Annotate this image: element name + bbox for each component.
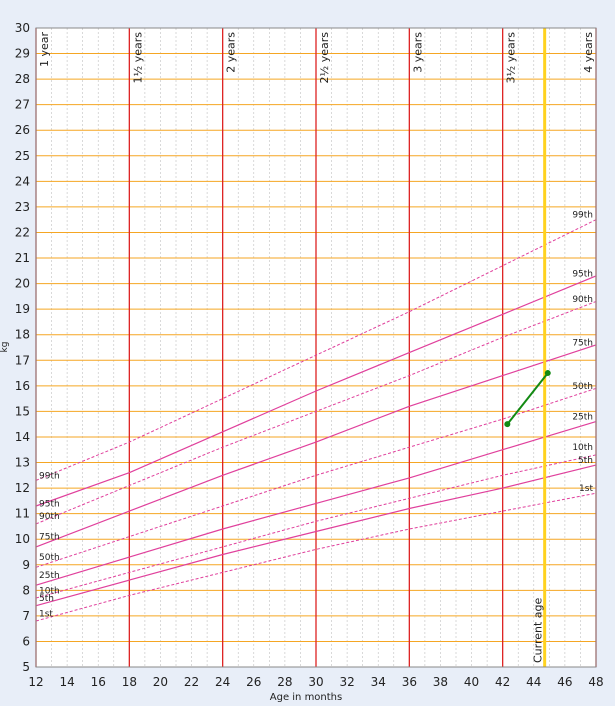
y-tick-label: 27 [15, 98, 30, 112]
y-tick-label: 13 [15, 456, 30, 470]
y-tick-label: 9 [22, 558, 30, 572]
percentile-label-right: 50th [572, 382, 593, 392]
y-tick-label: 25 [15, 149, 30, 163]
percentile-label-right: 95th [572, 269, 593, 279]
year-label: 2½ years [318, 32, 331, 84]
y-tick-label: 6 [22, 634, 30, 648]
y-tick-label: 18 [15, 328, 30, 342]
y-tick-label: 21 [15, 251, 30, 265]
measurement-line [506, 372, 549, 425]
x-tick-label: 48 [588, 675, 603, 689]
y-tick-label: 29 [15, 47, 30, 61]
x-tick-label: 38 [433, 675, 448, 689]
y-axis-label: kg [0, 342, 10, 353]
percentile-label-right: 25th [572, 413, 593, 423]
y-tick-label: 11 [15, 507, 30, 521]
percentile-label-left: 10th [39, 586, 60, 596]
percentile-curve-95th [35, 275, 597, 507]
percentile-label-left: 5th [39, 594, 54, 604]
y-tick-label: 10 [15, 532, 30, 546]
percentile-label-right: 99th [572, 211, 593, 221]
percentile-curve-99th [35, 219, 597, 481]
percentile-curve-5th [35, 464, 597, 607]
x-tick-label: 20 [153, 675, 168, 689]
y-tick-label: 17 [15, 353, 30, 367]
x-tick-label: 40 [464, 675, 479, 689]
percentile-curves [35, 219, 597, 622]
y-tick-label: 16 [15, 379, 30, 393]
percentile-curve-10th [35, 454, 597, 599]
y-tick-label: 24 [15, 174, 30, 188]
x-tick-label: 28 [277, 675, 292, 689]
percentile-label-left: 90th [39, 512, 60, 522]
percentile-labels: 99th95th90th75th50th25th10th5th1st99th95… [39, 211, 593, 620]
percentile-label-left: 75th [39, 533, 60, 543]
x-tick-label: 44 [526, 675, 541, 689]
y-tick-label: 30 [15, 21, 30, 35]
percentile-label-right: 75th [572, 338, 593, 348]
y-tick-label: 23 [15, 200, 30, 214]
x-tick-label: 22 [184, 675, 199, 689]
x-tick-label: 12 [28, 675, 43, 689]
x-tick-label: 24 [215, 675, 230, 689]
y-tick-label: 14 [15, 430, 30, 444]
year-label: 4 years [582, 32, 595, 73]
year-label: 3½ years [505, 32, 518, 84]
percentile-label-right: 90th [572, 295, 593, 305]
percentile-curve-75th [35, 344, 597, 548]
percentile-label-left: 95th [39, 499, 60, 509]
current-age-marker: Current age [532, 28, 547, 667]
x-tick-label: 36 [402, 675, 417, 689]
measurement-series [504, 370, 551, 428]
measurement-point [544, 370, 551, 377]
year-label: 1½ years [131, 32, 144, 84]
measurement-point [504, 421, 511, 428]
x-tick-label: 30 [308, 675, 323, 689]
percentile-label-left: 50th [39, 553, 60, 563]
month-gridlines [51, 28, 581, 667]
y-tick-label: 15 [15, 404, 30, 418]
percentile-label-left: 25th [39, 571, 60, 581]
x-tick-label: 16 [91, 675, 106, 689]
current-age-label: Current age [532, 597, 545, 663]
y-tick-label: 8 [22, 583, 30, 597]
y-tick-label: 7 [22, 609, 30, 623]
x-tick-label: 42 [495, 675, 510, 689]
x-tick-label: 34 [371, 675, 386, 689]
x-axis-label: Age in months [270, 692, 342, 702]
x-tick-label: 14 [59, 675, 74, 689]
y-tick-label: 20 [15, 277, 30, 291]
plot-border [35, 27, 597, 668]
x-tick-label: 32 [339, 675, 354, 689]
year-label: 2 years [225, 32, 238, 73]
y-tick-label: 5 [22, 660, 30, 674]
percentile-curve-25th [35, 421, 597, 586]
percentile-label-right: 1st [579, 484, 593, 494]
percentile-label-right: 10th [572, 443, 593, 453]
percentile-label-left: 1st [39, 609, 53, 619]
y-tick-label: 28 [15, 72, 30, 86]
x-tick-label: 26 [246, 675, 261, 689]
percentile-label-right: 5th [578, 456, 593, 466]
percentile-curve-90th [35, 301, 597, 525]
y-tick-label: 22 [15, 225, 30, 239]
percentile-curve-1st [35, 492, 597, 622]
y-tick-label: 12 [15, 481, 30, 495]
axes: 5 6 7 8 9 10 11 12 13 14 15 16 17 18 19 20 21 22 23 24 25 26 2… [0, 21, 604, 703]
year-label: 1 year [38, 32, 51, 68]
y-tick-label: 19 [15, 302, 30, 316]
year-label: 3 years [411, 32, 424, 73]
x-tick-label: 46 [557, 675, 572, 689]
y-tick-label: 26 [15, 123, 30, 137]
x-tick-label: 18 [122, 675, 137, 689]
percentile-label-left: 99th [39, 471, 60, 481]
